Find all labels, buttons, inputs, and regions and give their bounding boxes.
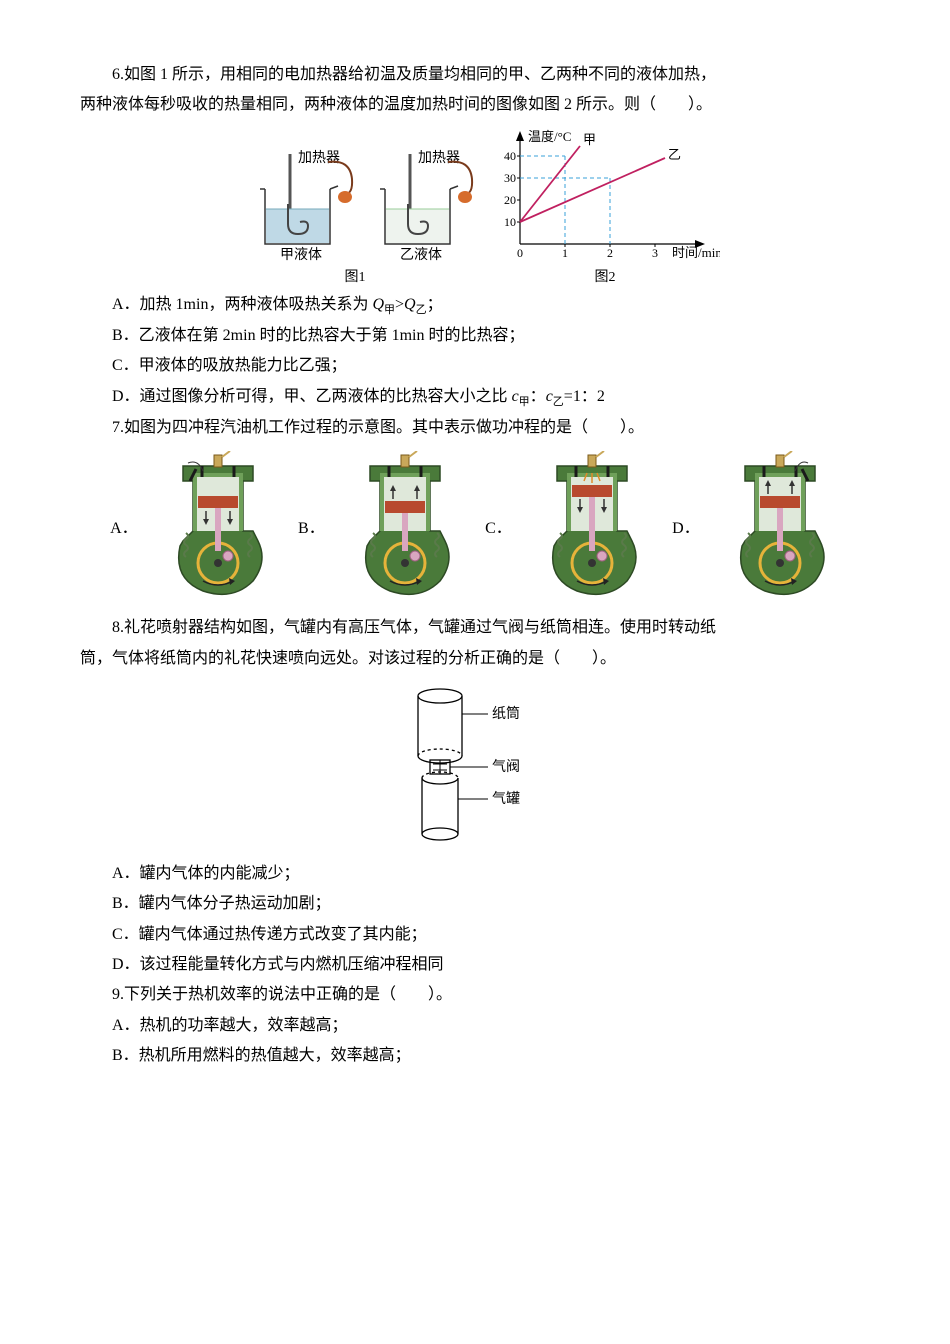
q6d-pre: D．通过图像分析可得，甲、乙两液体的比热容大小之比: [112, 388, 512, 405]
q6a-sub1: 甲: [384, 304, 395, 316]
xtick-3: 3: [652, 246, 658, 260]
series-label-yi: 乙: [668, 147, 681, 162]
beaker-lip-1: [260, 186, 338, 189]
tube-bottom-back: [418, 749, 462, 756]
q6-figure1: 加热器 甲液体 加热器: [230, 134, 480, 286]
q8-svg: 纸筒 气阀 气罐: [380, 684, 570, 849]
line-jia: [520, 146, 580, 222]
engine-a-svg: [158, 451, 278, 601]
q8-option-c: C．罐内气体通过热传递方式改变了其内能；: [80, 920, 870, 950]
q6a-mid: >: [395, 296, 404, 313]
heater-bulb-2: [458, 191, 472, 203]
q6-stem-line1: 6.如图 1 所示，用相同的电加热器给初温及质量均相同的甲、乙两种不同的液体加热…: [80, 60, 870, 90]
q8-stem-line1: 8.礼花喷射器结构如图，气罐内有高压气体，气罐通过气阀与纸筒相连。使用时转动纸: [80, 613, 870, 643]
x-ticks: 0 1 2 3: [517, 244, 658, 260]
q8-option-b: B．罐内气体分子热运动加剧；: [80, 889, 870, 919]
q6-figure-row: 加热器 甲液体 加热器: [80, 129, 870, 286]
y-axis-arrow: [516, 131, 524, 141]
fig2-label: 图2: [595, 266, 616, 286]
q6d-end: =1：2: [564, 388, 605, 405]
q7-engine-row: A． B． C．: [80, 451, 870, 601]
ytick-30: 30: [504, 171, 516, 185]
q7-label-a: A．: [110, 514, 138, 538]
piston-d: [760, 496, 800, 508]
q9-option-a: A．热机的功率越大，效率越高；: [80, 1011, 870, 1041]
q8-option-d: D．该过程能量转化方式与内燃机压缩冲程相同: [80, 950, 870, 980]
heater-label-1: 加热器: [298, 150, 340, 166]
line-yi: [520, 158, 665, 222]
tube-top: [418, 689, 462, 703]
q7-label-c: C．: [485, 514, 512, 538]
xtick-1: 1: [562, 246, 568, 260]
q6a-sub2: 乙: [416, 304, 427, 316]
xtick-2: 2: [607, 246, 613, 260]
beaker-lip-2: [380, 186, 458, 189]
q6-option-a: A．加热 1min，两种液体吸热关系为 Q甲>Q乙；: [80, 290, 870, 321]
engine-b-svg: [345, 451, 465, 601]
liquid-2: [386, 209, 449, 243]
can-top-front: [422, 778, 458, 784]
q7-label-d: D．: [672, 514, 700, 538]
ytick-20: 20: [504, 193, 516, 207]
q6-option-d: D．通过图像分析可得，甲、乙两液体的比热容大小之比 c甲：c乙=1：2: [80, 382, 870, 413]
q6d-c2: c: [546, 388, 553, 405]
ytick-40: 40: [504, 149, 516, 163]
q6-option-c: C．甲液体的吸放热能力比乙强；: [80, 351, 870, 381]
q6a-q1: Q: [372, 296, 384, 313]
q8-stem-line2: 筒，气体将纸筒内的礼花快速喷向远处。对该过程的分析正确的是（ ）。: [80, 644, 870, 674]
q6-beakers-svg: 加热器 甲液体 加热器: [230, 134, 480, 264]
engine-d-svg: [720, 451, 840, 601]
q6-option-b: B．乙液体在第 2min 时的比热容大于第 1min 时的比热容；: [80, 321, 870, 351]
beaker2-caption: 乙液体: [400, 247, 442, 263]
q6d-sub1: 甲: [519, 396, 530, 408]
label-can: 气罐: [492, 791, 520, 807]
q6a-pre: A．加热 1min，两种液体吸热关系为: [112, 296, 372, 313]
q6a-end: ；: [427, 296, 443, 313]
piston-c: [572, 485, 612, 497]
ytick-10: 10: [504, 215, 516, 229]
series-label-jia: 甲: [583, 132, 596, 147]
q7-label-b: B．: [298, 514, 325, 538]
fig1-label: 图1: [345, 266, 366, 286]
q8-figure: 纸筒 气阀 气罐: [80, 684, 870, 849]
q9-stem: 9.下列关于热机效率的说法中正确的是（ ）。: [80, 980, 870, 1010]
liquid-1: [266, 209, 329, 243]
y-axis-label: 温度/°C: [528, 129, 571, 144]
x-axis-label: 时间/min: [672, 245, 720, 260]
heater-bulb-1: [338, 191, 352, 203]
engine-c-svg: [532, 451, 652, 601]
q6-figure2: 10 20 30 40 0 1 2 3: [490, 129, 720, 286]
q6d-sub2: 乙: [553, 396, 564, 408]
q9-option-b: B．热机所用燃料的热值越大，效率越高；: [80, 1041, 870, 1071]
q6-stem-line2: 两种液体每秒吸收的热量相同，两种液体的温度加热时间的图像如图 2 所示。则（ ）…: [80, 90, 870, 120]
q6a-q2: Q: [404, 296, 416, 313]
beaker1-caption: 甲液体: [280, 247, 322, 263]
q6d-c1: c: [512, 388, 519, 405]
heater-label-2: 加热器: [418, 150, 460, 166]
q6d-colon: ：: [530, 388, 546, 405]
q8-option-a: A．罐内气体的内能减少；: [80, 859, 870, 889]
label-tube: 纸筒: [492, 705, 520, 722]
q6-graph-svg: 10 20 30 40 0 1 2 3: [490, 129, 720, 264]
can-bottom: [422, 828, 458, 840]
piston-b: [385, 501, 425, 513]
xtick-0: 0: [517, 246, 523, 260]
y-ticks: 10 20 30 40: [504, 149, 520, 229]
label-valve: 气阀: [492, 759, 520, 775]
piston-a: [198, 496, 238, 508]
q7-stem: 7.如图为四冲程汽油机工作过程的示意图。其中表示做功冲程的是（ ）。: [80, 413, 870, 443]
